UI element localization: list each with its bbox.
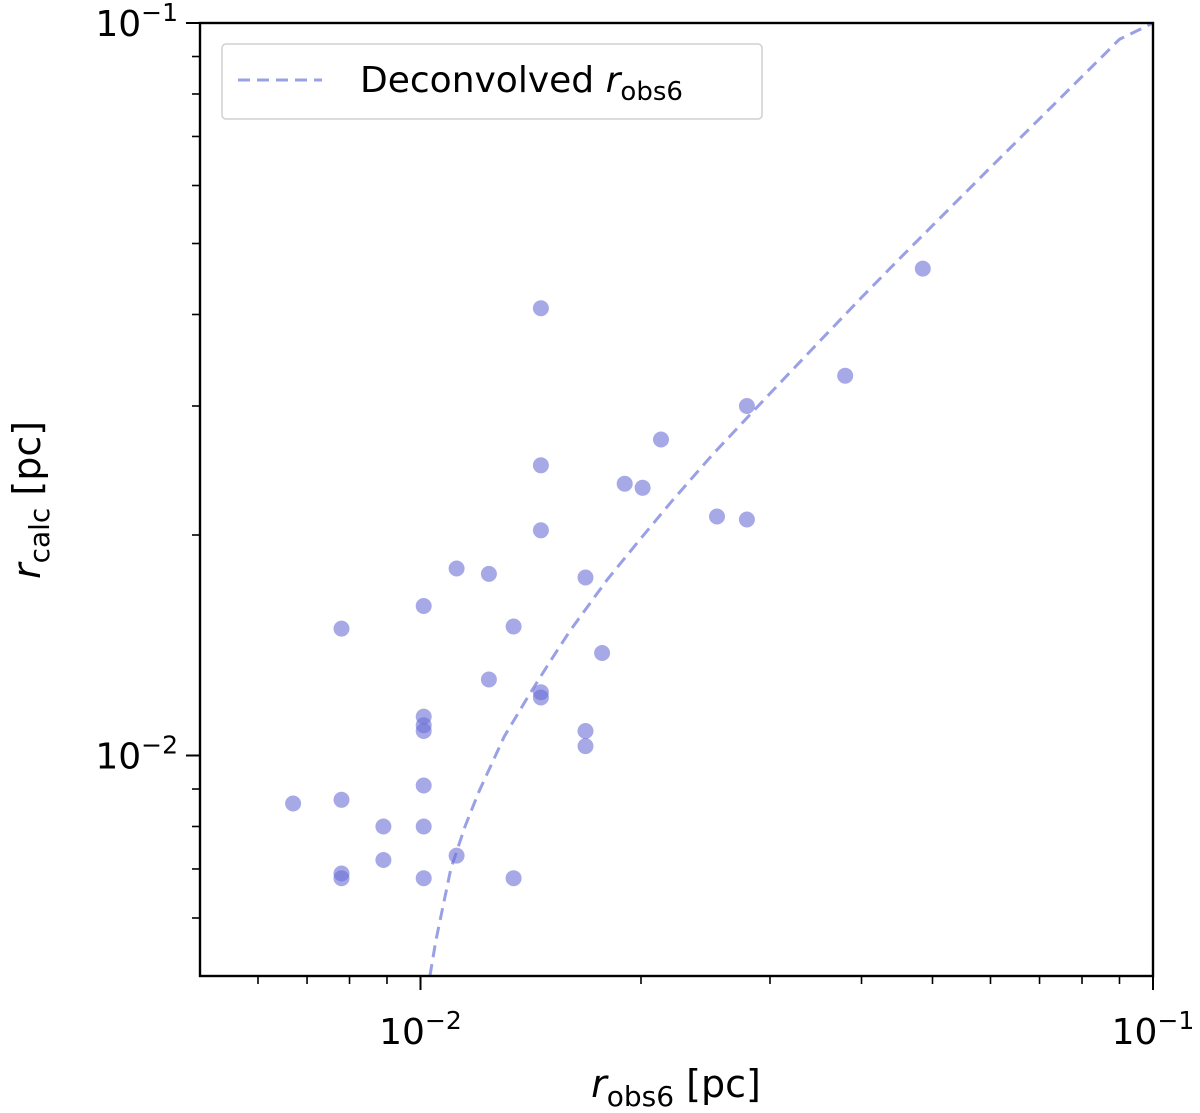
data-point bbox=[480, 565, 497, 582]
x-axis-label-unit: [pc] bbox=[674, 1062, 761, 1106]
data-point bbox=[577, 723, 594, 739]
data-point bbox=[616, 475, 633, 492]
x-axis-label: robs6 [pc] bbox=[591, 1062, 761, 1113]
x-axis-label-var: r bbox=[591, 1062, 609, 1106]
data-point bbox=[837, 367, 854, 384]
data-point bbox=[415, 717, 432, 734]
data-point bbox=[709, 508, 725, 525]
data-point bbox=[333, 865, 350, 882]
data-point bbox=[577, 569, 594, 586]
data-point bbox=[505, 870, 522, 887]
y-axis-label-unit: [pc] bbox=[5, 421, 49, 508]
data-point bbox=[505, 618, 522, 635]
line-layer bbox=[428, 21, 1154, 977]
data-point bbox=[532, 522, 549, 539]
data-point bbox=[738, 511, 755, 528]
legend-label-text: Deconvolved bbox=[360, 60, 606, 101]
data-point bbox=[375, 852, 392, 868]
data-point bbox=[532, 689, 549, 706]
y-tick-label: 10−1 bbox=[95, 0, 178, 45]
data-point bbox=[375, 818, 392, 835]
data-point bbox=[532, 300, 549, 317]
data-point bbox=[448, 847, 465, 864]
data-point bbox=[285, 795, 302, 812]
y-axis-label-var: r bbox=[5, 561, 49, 579]
legend-label-var: r bbox=[606, 60, 623, 101]
data-point bbox=[634, 479, 651, 496]
data-point bbox=[653, 431, 669, 448]
data-point bbox=[738, 398, 755, 414]
data-point bbox=[532, 457, 549, 474]
data-point bbox=[333, 620, 350, 637]
data-point bbox=[480, 671, 497, 688]
y-tick-label: 10−2 bbox=[95, 730, 178, 777]
data-point bbox=[448, 560, 465, 577]
y-axis-label: rcalc [pc] bbox=[5, 421, 56, 579]
y-axis-label-sub: calc bbox=[23, 508, 56, 564]
x-tick-label: 10−1 bbox=[1112, 1006, 1195, 1053]
data-point bbox=[415, 870, 432, 887]
data-point bbox=[577, 738, 594, 755]
legend-box bbox=[221, 43, 763, 120]
data-point bbox=[415, 777, 432, 794]
data-point bbox=[594, 645, 611, 661]
data-point bbox=[914, 260, 931, 277]
deconvolved-line bbox=[428, 21, 1154, 977]
ticks-layer: 10−2 10−1 10−2 10−1 bbox=[95, 0, 1194, 1053]
data-point bbox=[333, 791, 350, 808]
data-point bbox=[415, 598, 432, 614]
x-tick-label: 10−2 bbox=[379, 1006, 462, 1053]
legend-label-sub: obs6 bbox=[620, 77, 683, 107]
legend-label: Deconvolved robs6 bbox=[360, 60, 683, 107]
x-axis-label-sub: obs6 bbox=[607, 1080, 674, 1113]
legend: Deconvolved robs6 bbox=[221, 43, 763, 120]
data-point bbox=[415, 818, 432, 835]
points-layer bbox=[285, 260, 931, 887]
plot-frame bbox=[198, 21, 1155, 978]
